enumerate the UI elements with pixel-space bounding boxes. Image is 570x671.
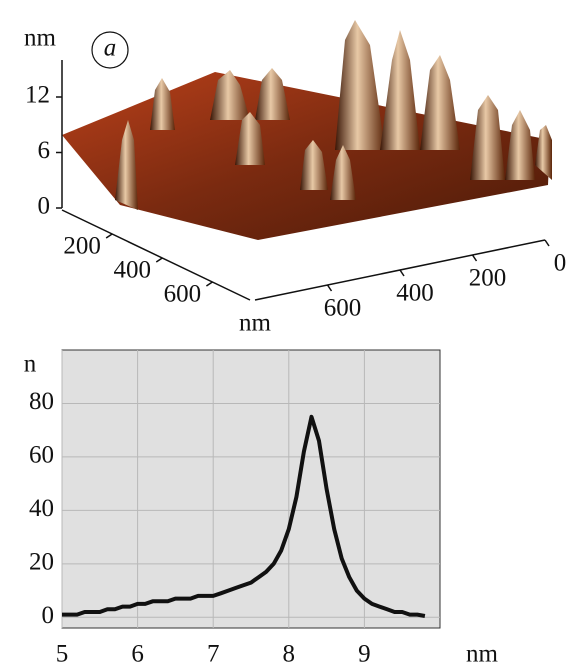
z-axis-label: nm	[24, 25, 57, 52]
y-tick	[399, 269, 405, 277]
y-tick-label: 0	[42, 602, 55, 629]
peak	[235, 112, 265, 165]
x-axis-label: nm	[466, 641, 499, 668]
x-tick	[155, 257, 163, 263]
x-tick-label: 600	[164, 281, 202, 308]
x-tick	[205, 281, 213, 287]
x-axis	[61, 209, 251, 301]
z-tick-label: 6	[38, 137, 51, 164]
x-axis-label: nm	[239, 310, 272, 337]
panel-label-circle	[91, 31, 129, 69]
y-tick-label: 40	[29, 495, 54, 522]
peak	[330, 145, 356, 200]
z-tick-label: 0	[38, 193, 51, 220]
x-tick-label: 8	[283, 641, 296, 668]
peak	[300, 140, 328, 190]
y-tick-label: 600	[324, 295, 362, 322]
peak	[380, 30, 420, 150]
peak	[535, 125, 552, 180]
y-tick-label: 200	[469, 265, 507, 292]
x-tick-label: 7	[207, 641, 220, 668]
y-tick-label: 80	[29, 388, 54, 415]
x-tick-label: 400	[114, 257, 152, 284]
x-tick	[105, 233, 113, 239]
peak	[210, 70, 250, 120]
x-tick-label: 9	[358, 641, 371, 668]
y-tick	[471, 254, 478, 262]
plot-area	[61, 349, 441, 629]
y-tick	[326, 284, 333, 292]
z-tick-label: 12	[25, 82, 50, 109]
x-tick-label: 5	[56, 641, 69, 668]
peak	[115, 120, 138, 210]
data-line	[62, 414, 426, 618]
panel-label: a	[104, 35, 117, 62]
peak	[335, 20, 385, 150]
y-axis-label: n	[24, 351, 37, 378]
peak	[470, 95, 505, 180]
x-tick-label: 6	[131, 641, 144, 668]
peak	[255, 68, 290, 120]
peak	[420, 55, 460, 150]
peak	[150, 78, 175, 130]
x-tick-label: 200	[63, 233, 101, 260]
y-tick-label: 0	[554, 250, 567, 277]
y-tick-label: 20	[29, 549, 54, 576]
y-tick-label: 400	[396, 280, 434, 307]
y-tick	[544, 239, 550, 247]
surface	[62, 20, 552, 240]
y-tick-label: 60	[29, 442, 54, 469]
peak	[505, 110, 535, 180]
